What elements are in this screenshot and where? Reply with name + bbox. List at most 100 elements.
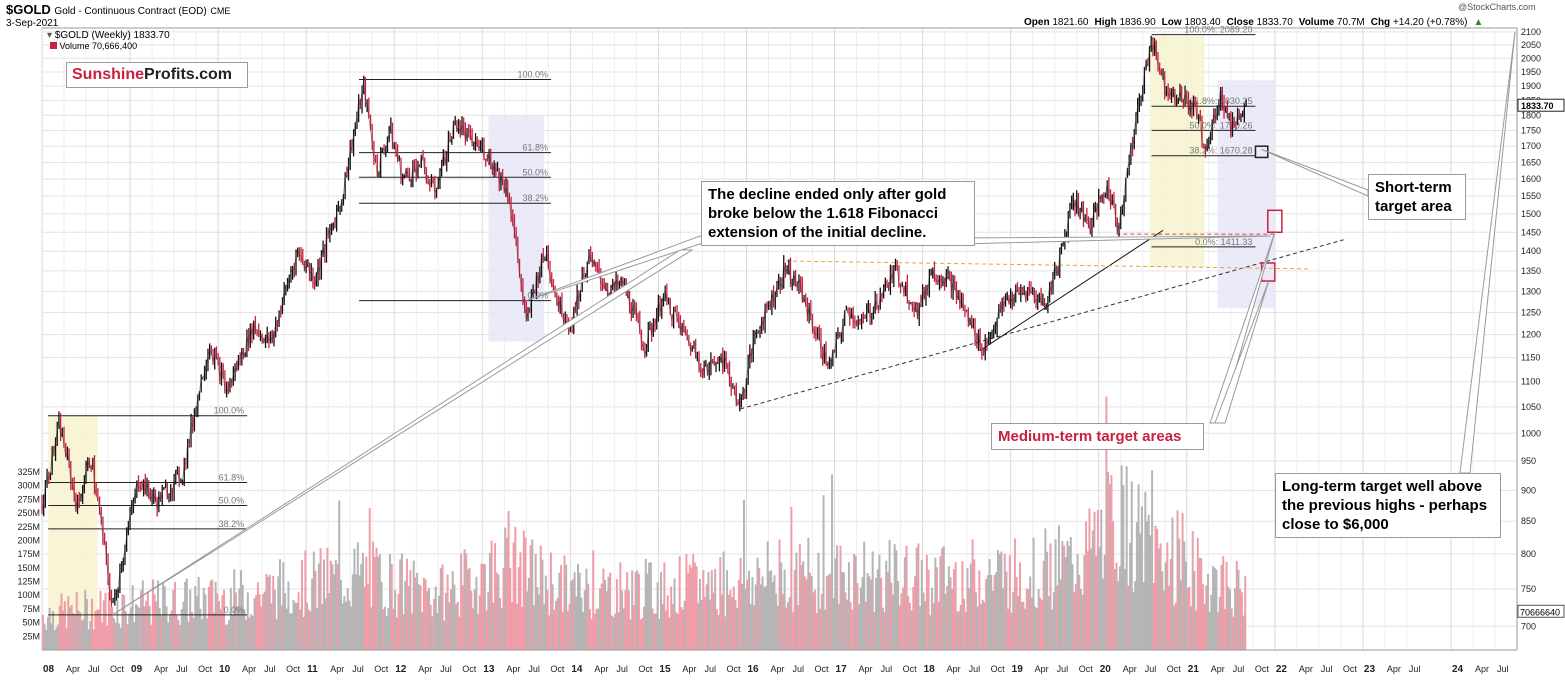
time-tick-label: Apr	[330, 664, 344, 674]
volume-bar	[1171, 517, 1174, 650]
volume-bar	[1227, 586, 1230, 650]
volume-bar	[753, 605, 756, 650]
volume-bar	[429, 604, 432, 650]
volume-bar	[405, 558, 408, 650]
volume-bar	[407, 586, 410, 650]
time-tick-label: Apr	[682, 664, 696, 674]
volume-bar	[367, 584, 370, 650]
volume-bar	[897, 580, 900, 650]
volume-bar	[46, 617, 49, 650]
volume-bar	[683, 600, 686, 650]
volume-bar	[124, 611, 127, 650]
volume-tick-label: 225M	[17, 522, 40, 532]
volume-bar	[1210, 594, 1213, 650]
fib-level-label: 0.0%	[224, 605, 245, 615]
volume-bar	[1173, 605, 1176, 650]
volume-bar	[1203, 603, 1206, 650]
volume-bar	[876, 569, 879, 650]
volume-bar	[656, 582, 659, 650]
volume-bar	[1029, 576, 1032, 650]
volume-bar	[600, 583, 603, 650]
volume-bar	[1184, 561, 1187, 650]
volume-bar	[726, 570, 729, 650]
price-tick-label: 2100	[1521, 27, 1541, 37]
volume-bar	[814, 589, 817, 650]
last-volume-tag	[1517, 604, 1565, 618]
volume-bar	[228, 619, 231, 650]
time-tick-label: Apr	[1035, 664, 1049, 674]
time-tick-label: Jul	[352, 664, 364, 674]
volume-bar	[903, 557, 906, 650]
time-tick-label: Oct	[110, 664, 125, 674]
volume-bar	[140, 590, 143, 650]
volume-bar	[378, 554, 381, 650]
volume-bar	[483, 564, 486, 650]
volume-bar	[229, 587, 232, 650]
volume-bar	[792, 612, 795, 650]
volume-bar	[741, 584, 744, 650]
volume-bar	[245, 619, 248, 650]
price-tick-label: 1000	[1521, 428, 1541, 438]
time-tick-label: Apr	[1299, 664, 1313, 674]
volume-bar	[138, 607, 141, 650]
volume-bar	[343, 596, 346, 650]
volume-bar	[954, 562, 957, 650]
volume-bar	[597, 608, 600, 650]
volume-bar	[60, 593, 63, 650]
volume-bar	[512, 542, 515, 650]
volume-bar	[163, 586, 166, 650]
volume-bar	[531, 539, 534, 650]
volume-bar	[612, 617, 615, 650]
volume-bar	[97, 609, 100, 650]
volume-bar	[473, 589, 476, 650]
volume-bar	[302, 616, 305, 650]
volume-bar	[532, 605, 535, 650]
volume-bar	[853, 553, 856, 650]
volume-bar	[670, 586, 673, 650]
volume-bar	[776, 605, 779, 650]
volume-bar	[1085, 521, 1088, 650]
volume-bar	[1132, 591, 1135, 650]
long-term-annotation: Long-term target well above the previous…	[1275, 473, 1501, 538]
volume-bar	[715, 609, 718, 650]
volume-bar	[1098, 547, 1101, 650]
volume-bar	[1164, 562, 1167, 650]
volume-bar	[1091, 530, 1094, 650]
volume-bar	[599, 588, 602, 650]
price-tick-label: 700	[1521, 621, 1536, 631]
volume-bar	[131, 585, 134, 650]
volume-bar	[927, 569, 930, 650]
volume-label: Volume 70,666,400	[50, 41, 137, 51]
price-tick-label: 2000	[1521, 53, 1541, 63]
volume-bar	[250, 614, 253, 650]
volume-bar	[214, 581, 217, 650]
volume-bar	[1215, 569, 1218, 650]
volume-bar	[67, 596, 70, 650]
volume-bar	[871, 551, 874, 650]
volume-bar	[251, 615, 254, 650]
volume-bar	[673, 578, 676, 650]
time-tick-label: Oct	[726, 664, 741, 674]
volume-bar	[546, 589, 549, 650]
volume-tick-label: 150M	[17, 563, 40, 573]
price-tick-label: 1700	[1521, 141, 1541, 151]
volume-bar	[485, 610, 488, 650]
volume-bar	[1142, 582, 1145, 650]
volume-bar	[1222, 556, 1225, 650]
time-tick-label: Apr	[859, 664, 873, 674]
volume-bar	[732, 586, 735, 650]
volume-bar	[1242, 615, 1245, 650]
volume-bar	[383, 606, 386, 650]
volume-bar	[797, 605, 800, 650]
volume-bar	[148, 605, 151, 650]
volume-bar	[676, 613, 679, 650]
volume-bar	[974, 592, 977, 650]
volume-bar	[422, 577, 425, 650]
volume-bar	[682, 609, 685, 650]
fib-level-label: 38.2%	[522, 193, 548, 203]
volume-bar	[158, 608, 161, 650]
volume-bar	[448, 602, 451, 650]
volume-bar	[514, 526, 517, 650]
time-tick-label: 11	[307, 664, 318, 675]
time-tick-label: Jul	[1321, 664, 1333, 674]
